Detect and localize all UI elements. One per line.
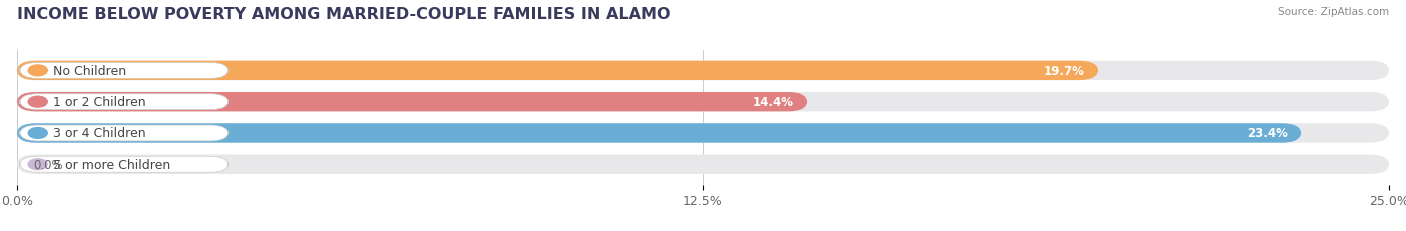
- FancyBboxPatch shape: [17, 124, 1389, 143]
- FancyBboxPatch shape: [20, 125, 228, 141]
- Text: 0.0%: 0.0%: [34, 158, 63, 171]
- Text: 23.4%: 23.4%: [1247, 127, 1288, 140]
- Circle shape: [28, 66, 48, 76]
- Text: 14.4%: 14.4%: [752, 96, 793, 109]
- Text: Source: ZipAtlas.com: Source: ZipAtlas.com: [1278, 7, 1389, 17]
- Text: 1 or 2 Children: 1 or 2 Children: [52, 96, 145, 109]
- FancyBboxPatch shape: [17, 61, 1098, 81]
- Text: INCOME BELOW POVERTY AMONG MARRIED-COUPLE FAMILIES IN ALAMO: INCOME BELOW POVERTY AMONG MARRIED-COUPL…: [17, 7, 671, 22]
- FancyBboxPatch shape: [20, 63, 228, 79]
- Circle shape: [28, 128, 48, 139]
- FancyBboxPatch shape: [17, 124, 1302, 143]
- FancyBboxPatch shape: [17, 61, 1389, 81]
- Text: 5 or more Children: 5 or more Children: [52, 158, 170, 171]
- Text: 3 or 4 Children: 3 or 4 Children: [52, 127, 145, 140]
- FancyBboxPatch shape: [20, 94, 228, 110]
- Text: 19.7%: 19.7%: [1043, 65, 1084, 78]
- Circle shape: [28, 97, 48, 108]
- FancyBboxPatch shape: [17, 155, 1389, 174]
- FancyBboxPatch shape: [20, 157, 228, 173]
- Circle shape: [28, 159, 48, 170]
- FancyBboxPatch shape: [17, 93, 807, 112]
- Text: No Children: No Children: [52, 65, 125, 78]
- FancyBboxPatch shape: [17, 93, 1389, 112]
